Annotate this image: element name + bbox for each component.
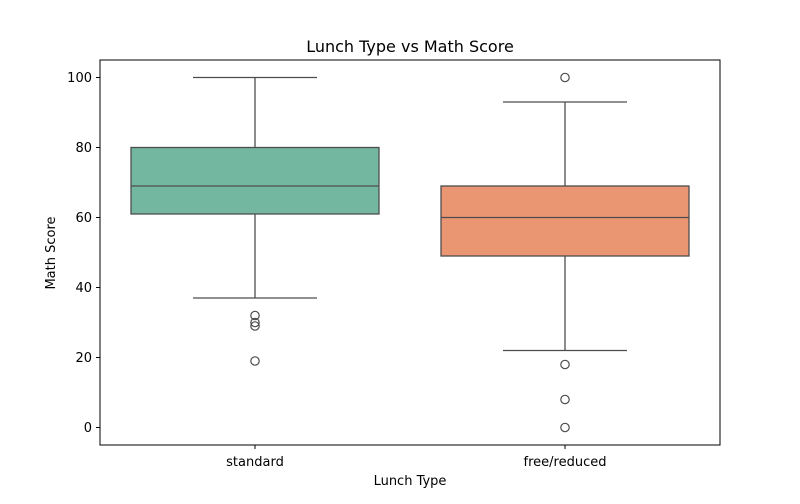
outlier-point — [560, 394, 570, 405]
plot-frame — [99, 59, 721, 446]
chart-title: Lunch Type vs Math Score — [306, 37, 514, 56]
y-axis-label: Math Score — [44, 216, 59, 289]
y-tick-label: 80 — [75, 141, 92, 156]
box-iqr — [130, 146, 380, 215]
plot-area — [99, 59, 721, 446]
y-tick-label: 0 — [84, 421, 92, 436]
outlier-point — [250, 310, 260, 321]
y-tick-label: 60 — [75, 211, 92, 226]
y-tick-label: 20 — [75, 351, 92, 366]
y-tick-label: 100 — [67, 71, 92, 86]
x-axis-label: Lunch Type — [374, 474, 447, 489]
y-tick-label: 40 — [75, 281, 92, 296]
outlier-point — [560, 359, 570, 370]
box-iqr — [440, 185, 690, 257]
y-axis: 0 20 40 60 80 100 — [67, 71, 100, 436]
outlier-point — [560, 72, 570, 83]
x-tick-label: standard — [226, 455, 284, 470]
outlier-point — [250, 317, 260, 328]
x-tick-label: free/reduced — [524, 455, 607, 470]
outlier-point — [560, 422, 570, 433]
x-axis: standard free/reduced — [226, 445, 606, 470]
outlier-point — [250, 321, 260, 331]
outlier-point — [250, 356, 260, 366]
